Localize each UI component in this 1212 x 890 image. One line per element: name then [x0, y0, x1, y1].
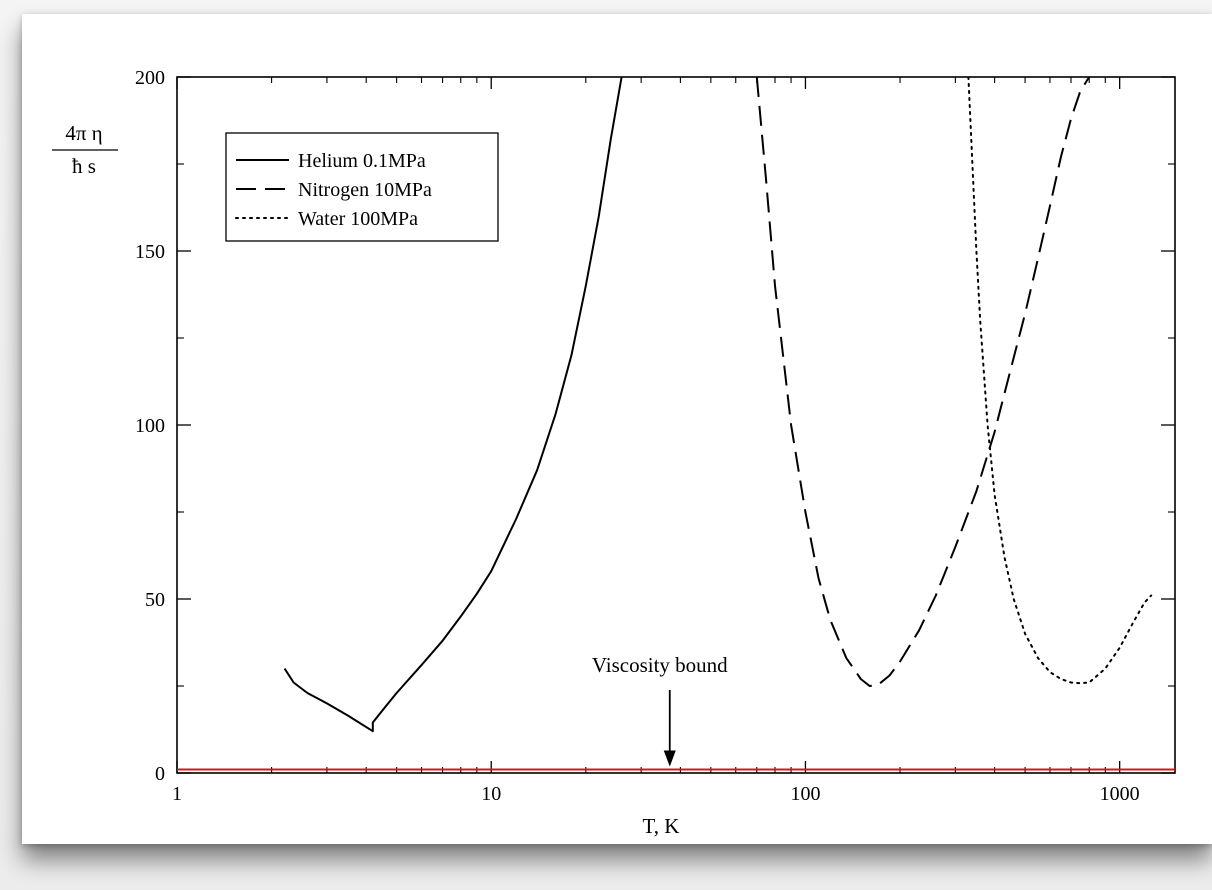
x-tick-label: 1 [172, 783, 182, 805]
y-tick-label: 0 [155, 763, 165, 785]
y-tick-label: 50 [145, 589, 165, 611]
figure-paper [22, 14, 1212, 844]
x-tick-label: 1000 [1100, 783, 1140, 805]
y-tick-label: 150 [135, 241, 165, 263]
y-axis-label-numerator: 4π η [65, 121, 102, 145]
legend-box [225, 132, 499, 242]
legend-label: Nitrogen 10MPa [298, 179, 432, 201]
series-group [177, 77, 1175, 771]
annotation-group: Viscosity bound [592, 653, 728, 767]
legend-label: Helium 0.1MPa [298, 150, 426, 172]
series-line-3 [967, 77, 1153, 685]
legend-group: Helium 0.1MPa Nitrogen 10MPa Water 100MPa [225, 132, 499, 242]
annotation-arrow-head [663, 750, 676, 767]
x-tick-label: 10 [481, 783, 501, 805]
y-tick-label: 200 [135, 67, 165, 89]
x-axis-label: T, K [643, 814, 680, 838]
y-tick-label: 100 [135, 415, 165, 437]
legend-label: Water 100MPa [298, 208, 418, 230]
viscosity-bound-label: Viscosity bound [592, 653, 728, 677]
series-line-1 [283, 77, 623, 733]
y-axis-label-denominator: ħ s [72, 154, 96, 178]
x-tick-label: 100 [790, 783, 820, 805]
ticks-group: 1 10 100 1000 0 50 100 150 200 [135, 67, 1175, 805]
series-line-2 [755, 77, 1091, 687]
